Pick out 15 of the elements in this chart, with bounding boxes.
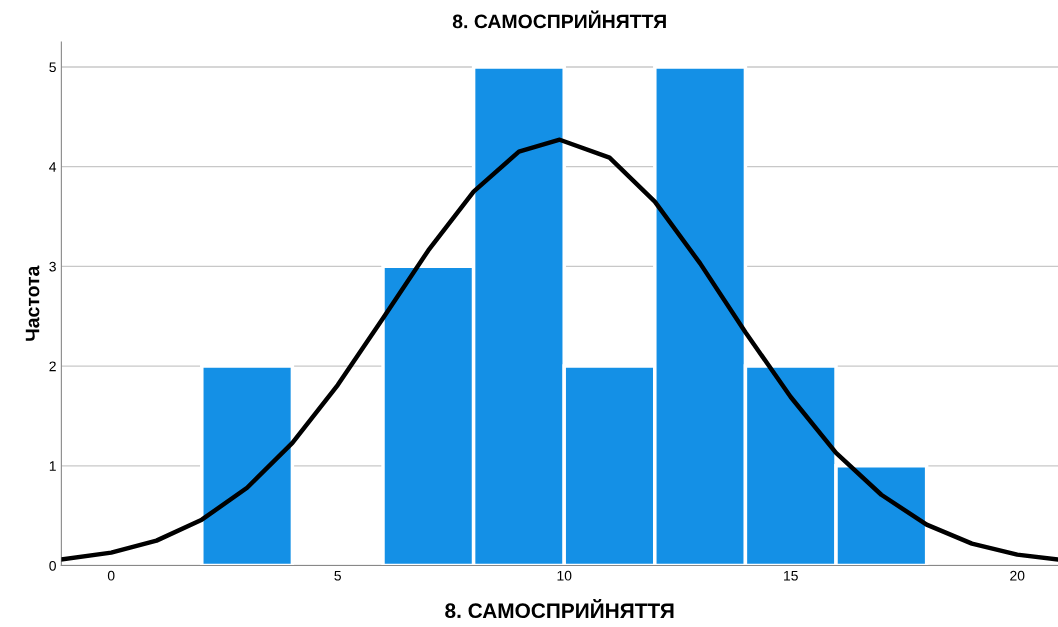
y-tick-label: 3 <box>49 261 56 272</box>
x-tick-label: 20 <box>1010 570 1025 581</box>
y-tick-label: 2 <box>49 361 56 372</box>
y-axis-title: Частота <box>25 265 40 341</box>
y-tick-label: 4 <box>49 162 57 172</box>
y-tick-label: 1 <box>49 461 56 471</box>
y-tick-label: 5 <box>49 62 56 73</box>
chart-title: 8. САМОСПРИЙНЯТТЯ <box>452 10 666 29</box>
line-series <box>61 137 1058 562</box>
y-tick-label: 0 <box>49 560 56 571</box>
x-tick-label: 10 <box>557 570 572 581</box>
x-tick-label: 15 <box>784 570 798 581</box>
x-tick-label: 5 <box>334 570 341 581</box>
x-tick-label: 0 <box>107 570 115 581</box>
x-axis-title: 8. САМОСПРИЙНЯТТЯ <box>445 599 674 619</box>
